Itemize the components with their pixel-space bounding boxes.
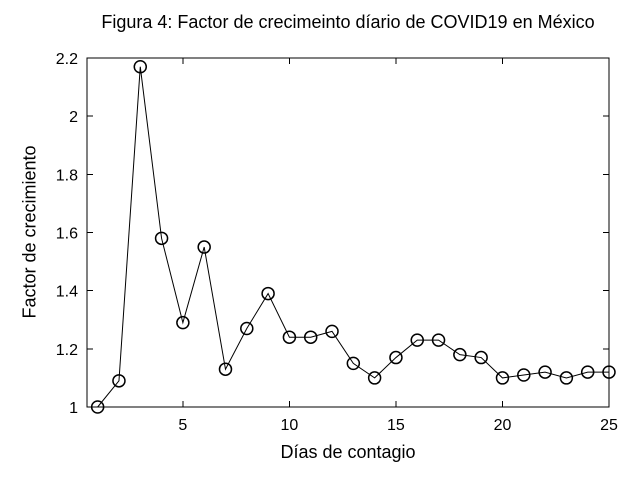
data-point <box>453 347 467 362</box>
data-line <box>97 66 609 408</box>
y-tick-label: 1 <box>69 400 78 417</box>
data-point <box>282 330 297 344</box>
data-point <box>580 365 595 379</box>
y-tick-label: 1.8 <box>56 167 78 184</box>
y-tick-label: 1.2 <box>56 342 78 359</box>
x-tick-label: 20 <box>494 417 512 434</box>
y-tick-label: 1.6 <box>56 226 78 243</box>
data-point <box>538 365 552 379</box>
data-point <box>90 400 105 414</box>
x-tick-label: 15 <box>387 417 405 434</box>
data-point <box>197 240 211 254</box>
data-point <box>261 286 275 301</box>
y-tick-label: 2 <box>69 109 78 126</box>
data-point <box>367 371 382 385</box>
data-point <box>303 330 318 344</box>
data-point <box>474 350 488 365</box>
data-point <box>325 324 339 339</box>
data-point <box>346 356 361 371</box>
data-point <box>240 321 254 336</box>
data-point <box>176 315 190 330</box>
y-tick-label: 2.2 <box>56 51 78 68</box>
data-point <box>495 371 510 385</box>
x-axis-label: Días de contagio <box>280 442 416 462</box>
x-tick-label: 25 <box>600 417 618 434</box>
data-point <box>410 333 424 347</box>
x-tick-label: 10 <box>281 417 299 434</box>
data-point <box>431 333 446 347</box>
data-point <box>559 371 574 385</box>
x-tick-label: 5 <box>178 417 187 434</box>
data-point <box>133 59 148 74</box>
data-point <box>602 365 616 379</box>
data-point <box>154 231 169 246</box>
data-point <box>112 374 126 388</box>
data-point <box>389 350 403 365</box>
data-point <box>517 368 531 382</box>
chart-title: Figura 4: Factor de crecimeinto díario d… <box>101 12 595 32</box>
data-point <box>218 362 233 376</box>
y-tick-label: 1.4 <box>56 284 78 301</box>
